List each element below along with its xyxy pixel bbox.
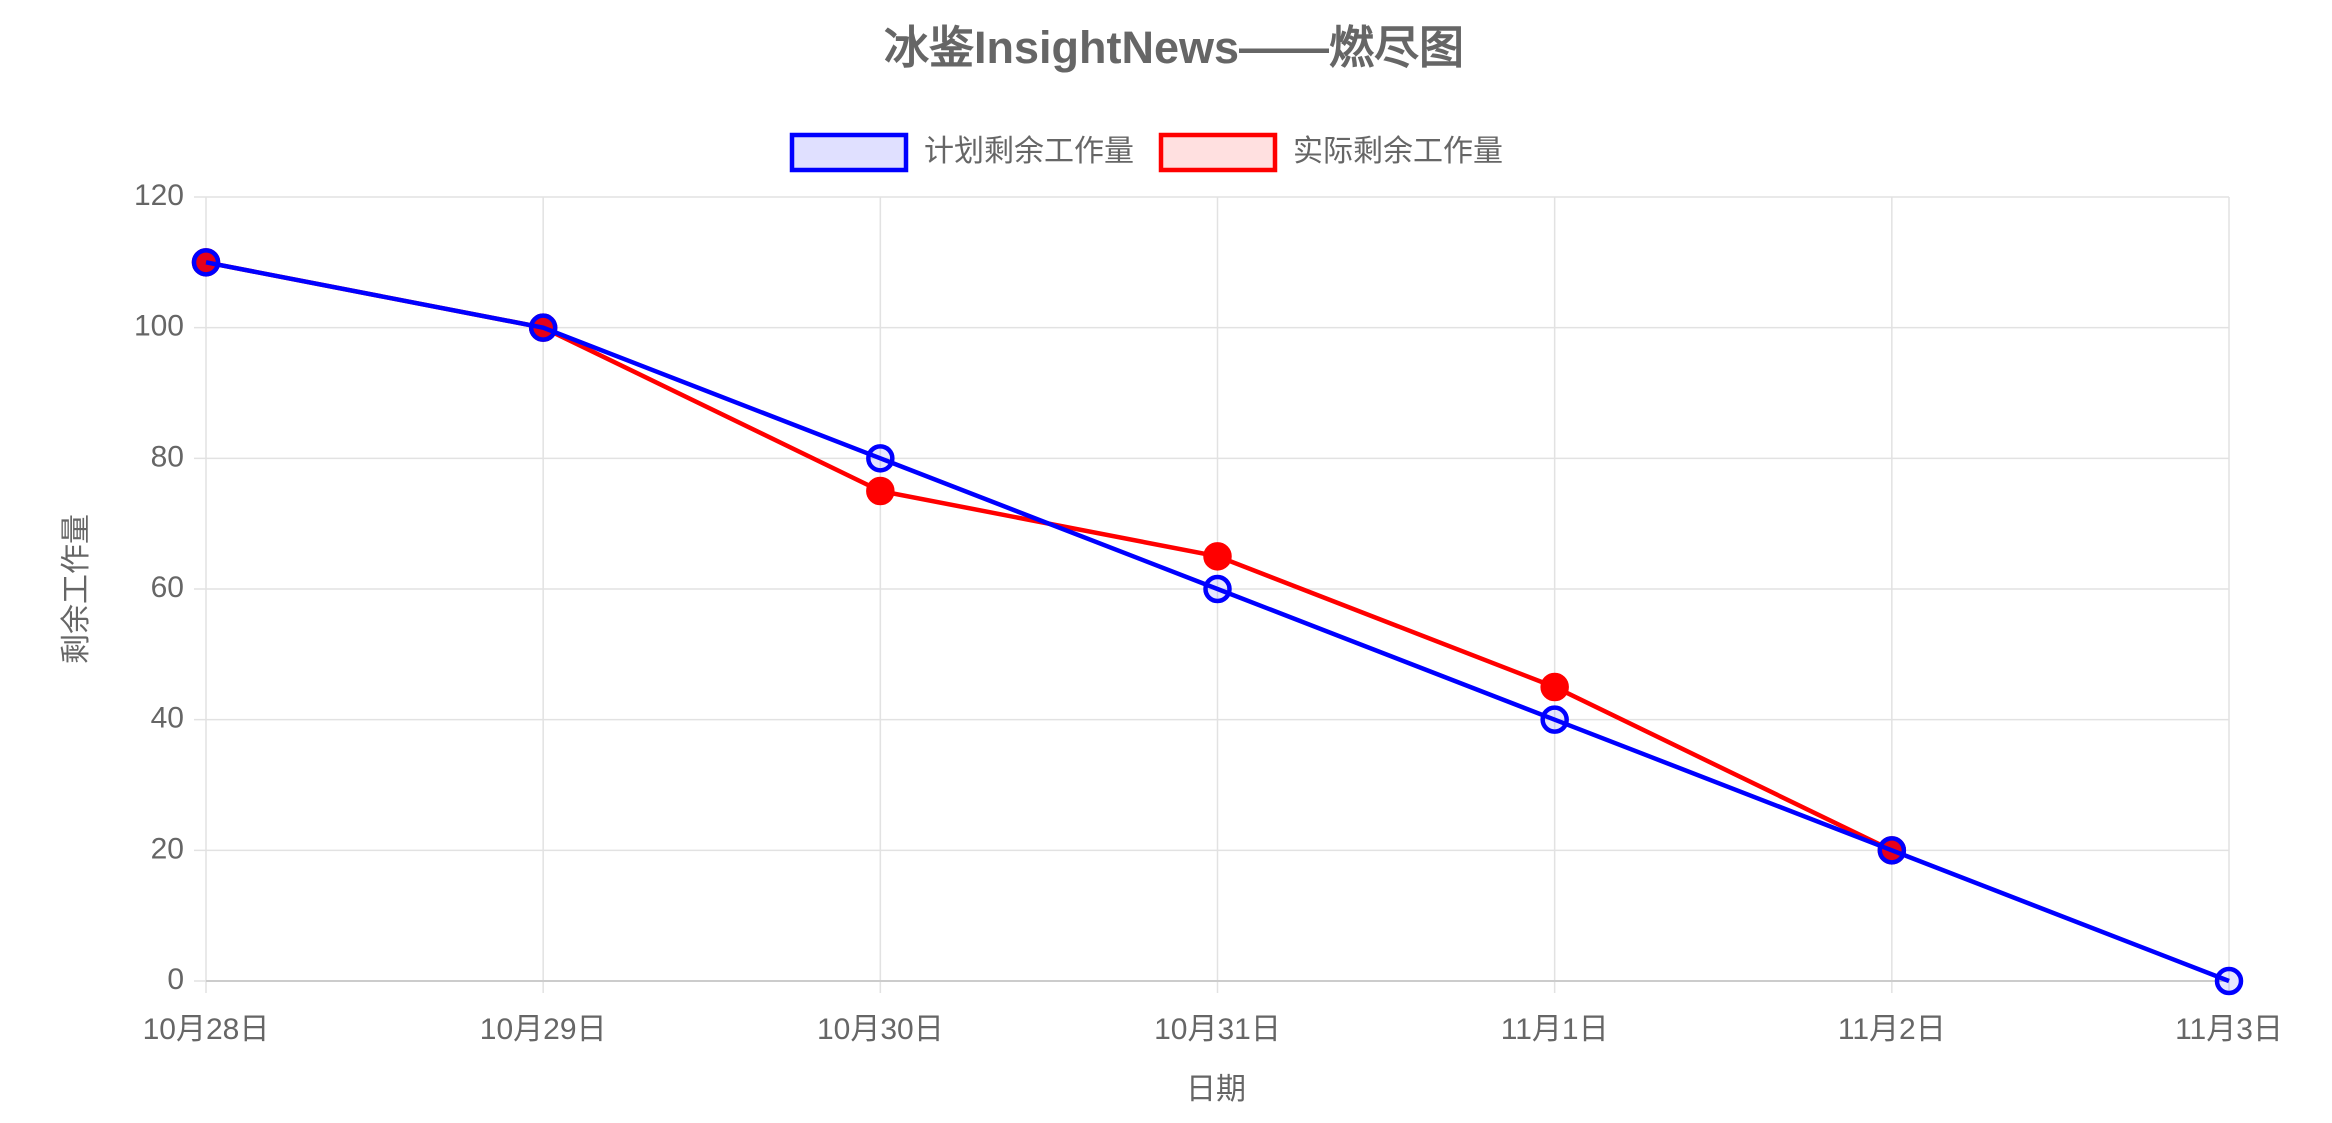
x-tick-label: 10月29日 — [480, 1013, 607, 1046]
x-axis-title: 日期 — [1186, 1073, 1246, 1106]
x-tick-label: 10月28日 — [143, 1013, 270, 1046]
data-point — [1877, 836, 1907, 865]
y-tick-label: 100 — [134, 310, 184, 343]
data-point — [1540, 705, 1569, 734]
data-point — [1203, 542, 1232, 571]
x-tick-label: 11月2日 — [1838, 1013, 1946, 1046]
data-point — [1540, 672, 1569, 702]
series-line — [205, 260, 1893, 853]
x-tick-label: 11月3日 — [2175, 1013, 2283, 1046]
y-tick-label: 20 — [151, 832, 184, 865]
x-tick-label: 10月30日 — [817, 1013, 944, 1046]
legend-label: 实际剩余工作量 — [1293, 135, 1503, 168]
legend-swatch — [1158, 132, 1278, 173]
data-point — [1203, 574, 1232, 604]
data-point — [866, 444, 895, 473]
data-point — [191, 248, 221, 277]
x-tick-label: 10月31日 — [1154, 1013, 1281, 1046]
chart-title: 冰鉴InsightNews——燃尽图 — [884, 22, 1464, 73]
x-tick-label: 11月1日 — [1501, 1013, 1609, 1046]
y-tick-label: 60 — [151, 571, 184, 604]
legend-swatch — [789, 132, 909, 173]
y-tick-label: 40 — [151, 702, 184, 735]
y-tick-label: 0 — [167, 963, 184, 996]
data-point — [866, 476, 895, 506]
data-point — [2214, 966, 2244, 996]
legend-label: 计划剩余工作量 — [924, 135, 1134, 168]
data-point — [528, 313, 558, 342]
y-tick-label: 80 — [151, 440, 184, 473]
series-line — [205, 260, 2230, 984]
y-axis-title: 剩余工作量 — [60, 514, 93, 664]
y-tick-label: 120 — [134, 179, 184, 212]
